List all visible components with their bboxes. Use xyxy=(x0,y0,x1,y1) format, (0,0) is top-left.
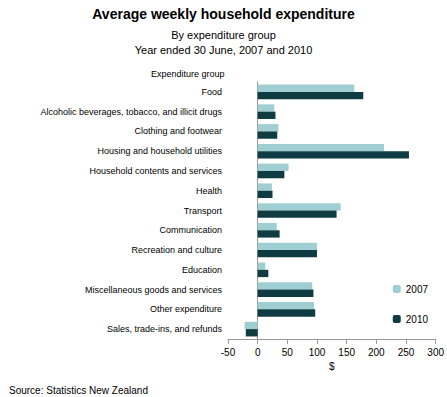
svg-text:$: $ xyxy=(329,361,335,372)
svg-text:Clothing and footwear: Clothing and footwear xyxy=(134,126,222,136)
svg-text:Health: Health xyxy=(196,186,222,196)
svg-text:150: 150 xyxy=(338,347,355,358)
svg-text:200: 200 xyxy=(368,347,385,358)
svg-text:Education: Education xyxy=(182,265,222,275)
svg-text:Other expenditure: Other expenditure xyxy=(150,304,222,314)
svg-text:Food: Food xyxy=(201,87,222,97)
svg-text:2007: 2007 xyxy=(406,284,429,295)
svg-text:-50: -50 xyxy=(221,347,236,358)
svg-text:Alcoholic beverages, tobacco,: Alcoholic beverages, tobacco, and illici… xyxy=(40,107,222,117)
svg-text:Sales, trade-ins, and refunds: Sales, trade-ins, and refunds xyxy=(107,324,223,334)
svg-text:Average weekly household expen: Average weekly household expenditure xyxy=(92,6,355,22)
svg-text:Communication: Communication xyxy=(159,225,222,235)
svg-text:300: 300 xyxy=(427,347,444,358)
svg-text:Source: Statistics New Zealand: Source: Statistics New Zealand xyxy=(9,385,148,396)
svg-text:0: 0 xyxy=(255,347,261,358)
svg-text:Household contents and service: Household contents and services xyxy=(89,166,222,176)
svg-text:Recreation and culture: Recreation and culture xyxy=(131,245,222,255)
svg-text:2010: 2010 xyxy=(406,314,429,325)
svg-text:Year ended 30 June, 2007 and 2: Year ended 30 June, 2007 and 2010 xyxy=(135,44,313,56)
svg-text:50: 50 xyxy=(282,347,294,358)
svg-text:Transport: Transport xyxy=(184,206,223,216)
svg-text:100: 100 xyxy=(309,347,326,358)
svg-text:Miscellaneous goods and servic: Miscellaneous goods and services xyxy=(85,285,223,295)
svg-text:Housing and household utilitie: Housing and household utilities xyxy=(97,146,222,156)
svg-text:Expenditure group: Expenditure group xyxy=(151,69,225,79)
svg-text:250: 250 xyxy=(398,347,415,358)
svg-text:By expenditure group: By expenditure group xyxy=(171,29,276,41)
